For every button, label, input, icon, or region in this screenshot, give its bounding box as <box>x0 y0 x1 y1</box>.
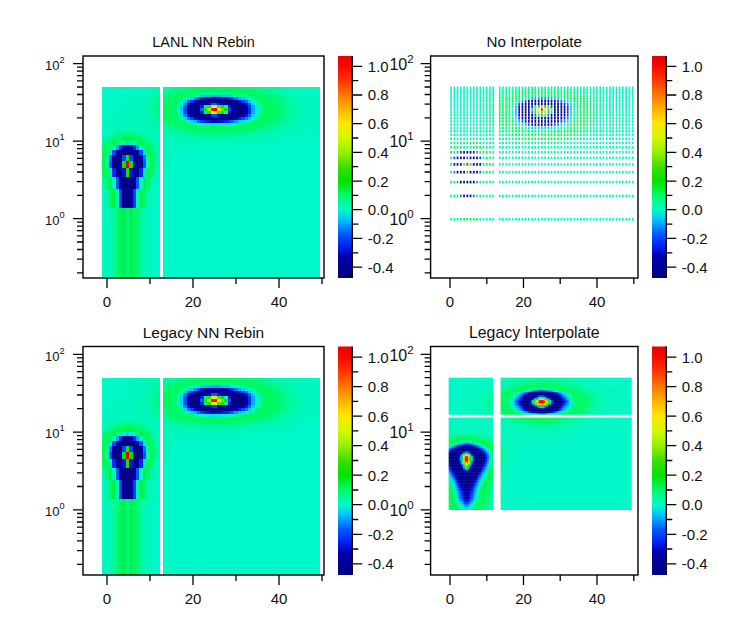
svg-text:40: 40 <box>589 293 606 310</box>
svg-text:-0.4: -0.4 <box>682 555 708 572</box>
svg-text:0.8: 0.8 <box>682 86 703 103</box>
svg-text:0.4: 0.4 <box>368 144 389 161</box>
svg-text:No Interpolate: No Interpolate <box>487 33 582 50</box>
svg-text:0.2: 0.2 <box>368 467 389 484</box>
svg-text:0.6: 0.6 <box>682 115 703 132</box>
svg-text:40: 40 <box>589 590 606 607</box>
svg-text:1.0: 1.0 <box>368 58 389 75</box>
svg-text:0.0: 0.0 <box>682 496 703 513</box>
svg-text:1.0: 1.0 <box>682 58 703 75</box>
svg-text:0.2: 0.2 <box>682 173 703 190</box>
svg-text:0.8: 0.8 <box>368 86 389 103</box>
svg-text:0.0: 0.0 <box>368 201 389 218</box>
svg-text:0.6: 0.6 <box>368 115 389 132</box>
svg-text:Legacy Interpolate: Legacy Interpolate <box>469 324 600 341</box>
svg-text:Legacy NN Rebin: Legacy NN Rebin <box>143 324 264 341</box>
svg-text:0.0: 0.0 <box>682 201 703 218</box>
svg-text:-0.4: -0.4 <box>368 259 394 276</box>
svg-text:0.2: 0.2 <box>368 173 389 190</box>
svg-text:0.6: 0.6 <box>368 408 389 425</box>
svg-text:-0.4: -0.4 <box>682 259 708 276</box>
svg-text:0.0: 0.0 <box>368 496 389 513</box>
svg-text:0.8: 0.8 <box>368 378 389 395</box>
svg-text:-0.2: -0.2 <box>682 230 708 247</box>
svg-text:0.6: 0.6 <box>682 408 703 425</box>
svg-text:1.0: 1.0 <box>682 349 703 366</box>
svg-text:0: 0 <box>103 590 111 607</box>
svg-text:0: 0 <box>103 293 111 310</box>
svg-text:0.8: 0.8 <box>682 378 703 395</box>
svg-text:40: 40 <box>271 590 288 607</box>
svg-text:20: 20 <box>185 293 202 310</box>
svg-text:1.0: 1.0 <box>368 349 389 366</box>
svg-text:40: 40 <box>271 293 288 310</box>
svg-text:-0.2: -0.2 <box>368 526 394 543</box>
svg-text:0.4: 0.4 <box>682 144 703 161</box>
svg-text:LANL NN Rebin: LANL NN Rebin <box>152 34 255 50</box>
svg-text:20: 20 <box>515 293 532 310</box>
svg-text:20: 20 <box>515 590 532 607</box>
svg-text:-0.2: -0.2 <box>682 526 708 543</box>
svg-text:0: 0 <box>446 293 454 310</box>
svg-text:-0.2: -0.2 <box>368 230 394 247</box>
svg-text:-0.4: -0.4 <box>368 555 394 572</box>
svg-text:0.4: 0.4 <box>682 437 703 454</box>
svg-text:0.2: 0.2 <box>682 467 703 484</box>
svg-text:0: 0 <box>446 590 454 607</box>
svg-text:20: 20 <box>185 590 202 607</box>
svg-text:0.4: 0.4 <box>368 437 389 454</box>
